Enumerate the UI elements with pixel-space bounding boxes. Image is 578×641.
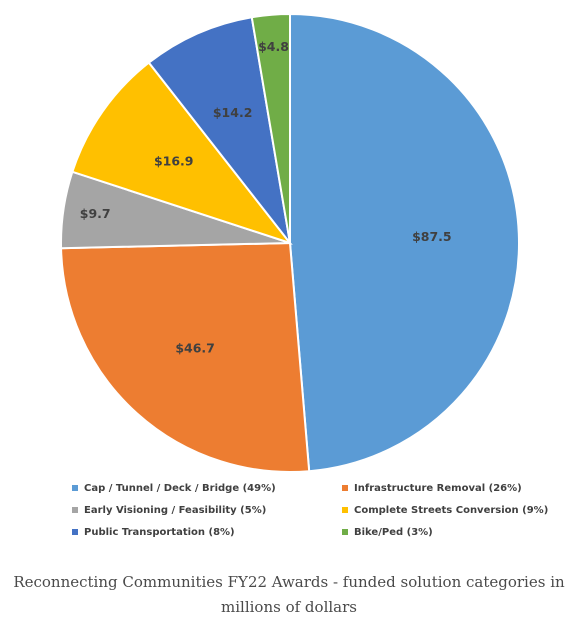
slice-data-label-1: $46.7 (175, 341, 215, 356)
legend-swatch-4 (72, 529, 78, 535)
pie-slice-labels: $87.5 $46.7 $9.7 $16.9 $14.2 $4.8 (80, 39, 452, 356)
pie-slice-0 (289, 12, 520, 473)
pie-chart: $87.5 $46.7 $9.7 $16.9 $14.2 $4.8 (60, 12, 520, 473)
legend-swatch-0 (72, 485, 78, 491)
legend-swatch-5 (342, 529, 348, 535)
caption-line-2: millions of dollars (221, 598, 357, 616)
slice-data-label-4: $14.2 (213, 105, 253, 120)
chart-legend: Cap / Tunnel / Deck / Bridge (49%) Infras… (72, 481, 548, 539)
slice-data-label-0: $87.5 (412, 229, 452, 244)
slice-data-label-2: $9.7 (80, 206, 111, 221)
pie-slices (60, 12, 520, 473)
legend-label-0: Cap / Tunnel / Deck / Bridge (49%) (84, 482, 276, 494)
legend-item-2: Early Visioning / Feasibility (5%) (72, 503, 342, 517)
pie-slice-5 (250, 12, 291, 244)
legend-label-1: Infrastructure Removal (26%) (354, 482, 522, 494)
figure-caption: Reconnecting Communities FY22 Awards - f… (0, 570, 578, 620)
legend-label-2: Early Visioning / Feasibility (5%) (84, 504, 267, 516)
slice-data-label-3: $16.9 (154, 153, 194, 168)
legend-item-0: Cap / Tunnel / Deck / Bridge (49%) (72, 481, 342, 495)
pie-slice-4 (147, 16, 291, 244)
legend-label-5: Bike/Ped (3%) (354, 526, 433, 538)
legend-item-3: Complete Streets Conversion (9%) (342, 503, 548, 517)
legend-item-1: Infrastructure Removal (26%) (342, 481, 542, 495)
legend-item-4: Public Transportation (8%) (72, 525, 342, 539)
caption-line-1: Reconnecting Communities FY22 Awards - f… (13, 573, 565, 591)
pie-slice-3 (71, 61, 293, 245)
legend-label-3: Complete Streets Conversion (9%) (354, 504, 549, 516)
legend-swatch-3 (342, 507, 348, 513)
legend-label-4: Public Transportation (8%) (84, 526, 235, 538)
legend-item-5: Bike/Ped (3%) (342, 525, 542, 539)
legend-swatch-2 (72, 507, 78, 513)
slice-data-label-5: $4.8 (258, 39, 289, 54)
legend-swatch-1 (342, 485, 348, 491)
pie-slice-1 (60, 241, 311, 473)
